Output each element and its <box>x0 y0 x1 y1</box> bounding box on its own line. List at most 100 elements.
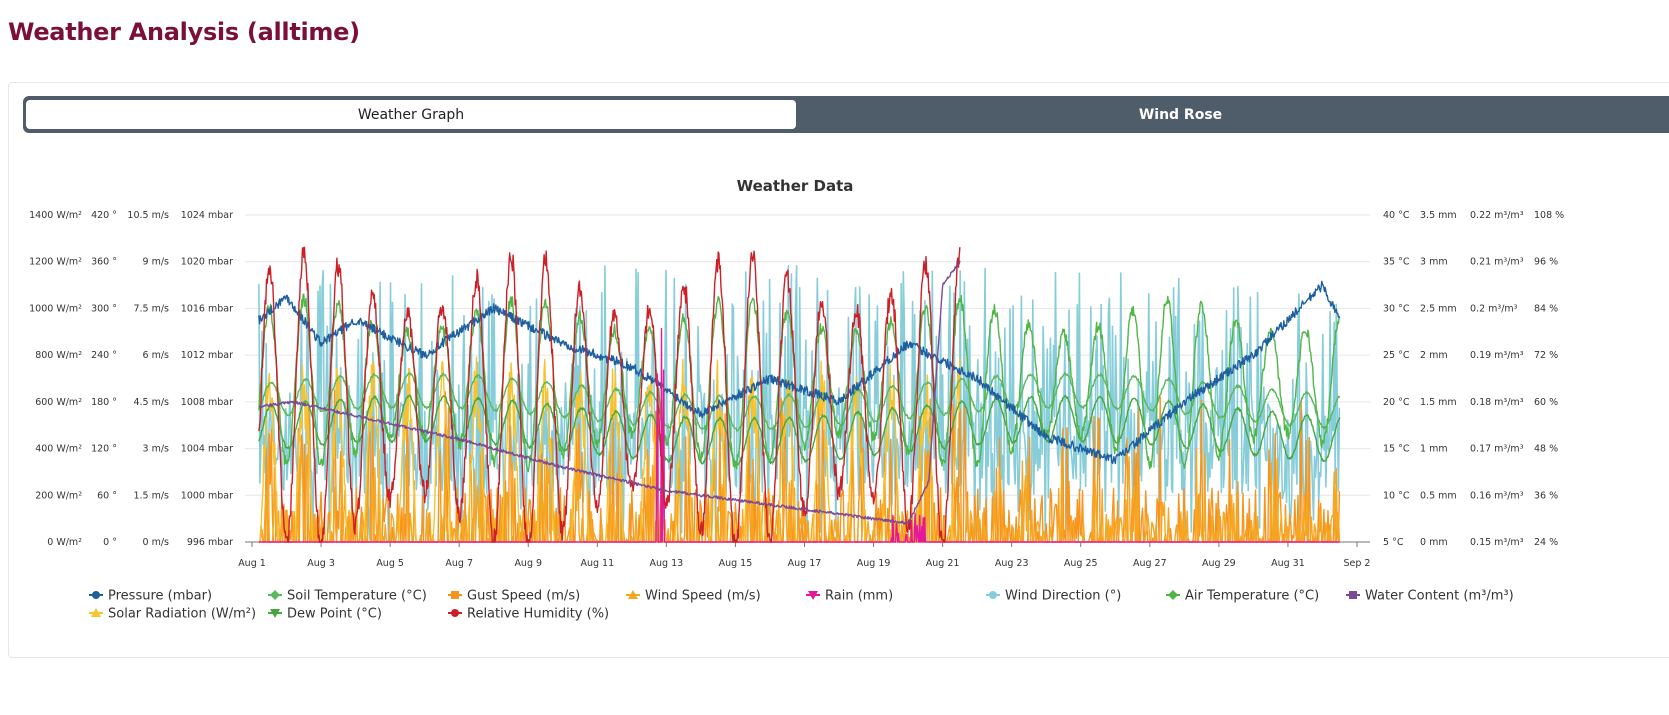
y-tick-label: 15 °C <box>1383 444 1410 455</box>
legend-label: Wind Speed (m/s) <box>645 589 761 604</box>
y-tick-label: 1.5 m/s <box>133 490 169 501</box>
legend-marker <box>1168 590 1178 600</box>
y-tick-label: 0.19 m³/m³ <box>1470 350 1524 361</box>
legend-marker <box>270 590 280 600</box>
y-tick-label: 60 % <box>1534 397 1558 408</box>
x-tick-label: Aug 11 <box>580 558 614 569</box>
y-tick-label: 200 W/m² <box>35 490 82 501</box>
y-tick-label: 1400 W/m² <box>29 210 82 221</box>
y-tick-label: 40 °C <box>1383 210 1410 221</box>
page-title: Weather Analysis (alltime) <box>8 18 360 46</box>
series-line <box>258 327 1340 543</box>
y-tick-label: 108 % <box>1534 210 1564 221</box>
y-tick-label: 1016 mbar <box>181 303 233 314</box>
y-tick-label: 1012 mbar <box>181 350 233 361</box>
y-tick-label: 1000 mbar <box>181 490 233 501</box>
legend-marker <box>451 591 459 599</box>
y-tick-label: 1200 W/m² <box>29 257 82 268</box>
y-tick-label: 6 m/s <box>143 350 170 361</box>
y-tick-label: 2.5 mm <box>1420 303 1457 314</box>
legend-marker <box>91 608 101 617</box>
legend-marker <box>628 590 638 599</box>
y-tick-label: 1 mm <box>1420 444 1448 455</box>
y-tick-label: 120 ° <box>91 444 117 455</box>
legend-label: Rain (mm) <box>825 589 893 604</box>
y-tick-label: 360 ° <box>91 257 117 268</box>
y-tick-label: 0 mm <box>1420 537 1448 548</box>
x-tick-label: Aug 19 <box>857 558 891 569</box>
x-tick-label: Aug 25 <box>1064 558 1098 569</box>
y-tick-label: 0 W/m² <box>47 537 82 548</box>
tab-bar: Weather Graph Wind Rose <box>23 96 1669 133</box>
y-tick-label: 1004 mbar <box>181 444 233 455</box>
y-tick-label: 0.5 mm <box>1420 490 1457 501</box>
y-tick-label: 0.15 m³/m³ <box>1470 537 1524 548</box>
legend-label: Water Content (m³/m³) <box>1365 589 1514 604</box>
y-tick-label: 1.5 mm <box>1420 397 1457 408</box>
y-tick-label: 0.17 m³/m³ <box>1470 444 1524 455</box>
x-tick-label: Aug 9 <box>514 558 542 569</box>
y-tick-label: 20 °C <box>1383 397 1410 408</box>
y-tick-label: 800 W/m² <box>35 350 82 361</box>
y-tick-label: 25 °C <box>1383 350 1410 361</box>
x-tick-label: Aug 7 <box>445 558 473 569</box>
legend-label: Soil Temperature (°C) <box>287 589 427 604</box>
y-tick-label: 35 °C <box>1383 257 1410 268</box>
y-tick-label: 3 m/s <box>143 444 170 455</box>
x-tick-label: Aug 3 <box>307 558 335 569</box>
x-tick-label: Aug 23 <box>995 558 1029 569</box>
series-line <box>258 293 1340 473</box>
y-tick-label: 7.5 m/s <box>133 303 169 314</box>
legend-label: Air Temperature (°C) <box>1185 589 1319 604</box>
y-tick-label: 0.21 m³/m³ <box>1470 257 1524 268</box>
y-tick-label: 1000 W/m² <box>29 303 82 314</box>
y-tick-label: 0.18 m³/m³ <box>1470 397 1524 408</box>
y-tick-label: 30 °C <box>1383 303 1410 314</box>
y-tick-label: 24 % <box>1534 537 1558 548</box>
series-line <box>258 246 961 543</box>
series-line <box>258 260 961 525</box>
legend-label: Solar Radiation (W/m²) <box>108 607 256 622</box>
x-tick-label: Aug 21 <box>926 558 960 569</box>
y-tick-label: 180 ° <box>91 397 117 408</box>
y-tick-label: 3.5 mm <box>1420 210 1457 221</box>
y-tick-label: 420 ° <box>91 210 117 221</box>
y-tick-label: 3 mm <box>1420 257 1448 268</box>
x-tick-label: Aug 13 <box>650 558 684 569</box>
y-tick-label: 2 mm <box>1420 350 1448 361</box>
y-tick-label: 600 W/m² <box>35 397 82 408</box>
chart-card <box>8 82 1669 658</box>
y-tick-label: 4.5 m/s <box>133 397 169 408</box>
y-tick-label: 0.22 m³/m³ <box>1470 210 1524 221</box>
y-tick-label: 36 % <box>1534 490 1558 501</box>
x-tick-label: Aug 27 <box>1133 558 1167 569</box>
series-line <box>258 394 1341 466</box>
y-tick-label: 0.16 m³/m³ <box>1470 490 1524 501</box>
y-tick-label: 48 % <box>1534 444 1558 455</box>
x-tick-label: Aug 17 <box>788 558 822 569</box>
x-tick-label: Aug 29 <box>1202 558 1236 569</box>
legend-marker <box>808 591 818 600</box>
y-tick-label: 0.2 m³/m³ <box>1470 303 1518 314</box>
series-line <box>258 372 1341 432</box>
legend-marker <box>92 591 100 599</box>
legend-marker <box>451 609 459 617</box>
y-tick-label: 996 mbar <box>187 537 233 548</box>
x-tick-label: Aug 31 <box>1271 558 1305 569</box>
chart-title: Weather Data <box>737 177 854 195</box>
y-tick-label: 1020 mbar <box>181 257 233 268</box>
x-tick-label: Aug 1 <box>238 558 266 569</box>
tab-weather-graph[interactable]: Weather Graph <box>26 100 796 129</box>
x-tick-label: Aug 5 <box>376 558 404 569</box>
legend-label: Wind Direction (°) <box>1005 589 1121 604</box>
y-tick-label: 84 % <box>1534 303 1558 314</box>
tab-wind-rose[interactable]: Wind Rose <box>1138 106 1223 123</box>
legend-label: Gust Speed (m/s) <box>467 589 580 604</box>
series-line <box>258 280 1341 465</box>
legend-marker <box>270 609 280 618</box>
y-tick-label: 1024 mbar <box>181 210 233 221</box>
y-tick-label: 5 °C <box>1383 537 1404 548</box>
legend-marker <box>989 591 997 599</box>
y-tick-label: 240 ° <box>91 350 117 361</box>
